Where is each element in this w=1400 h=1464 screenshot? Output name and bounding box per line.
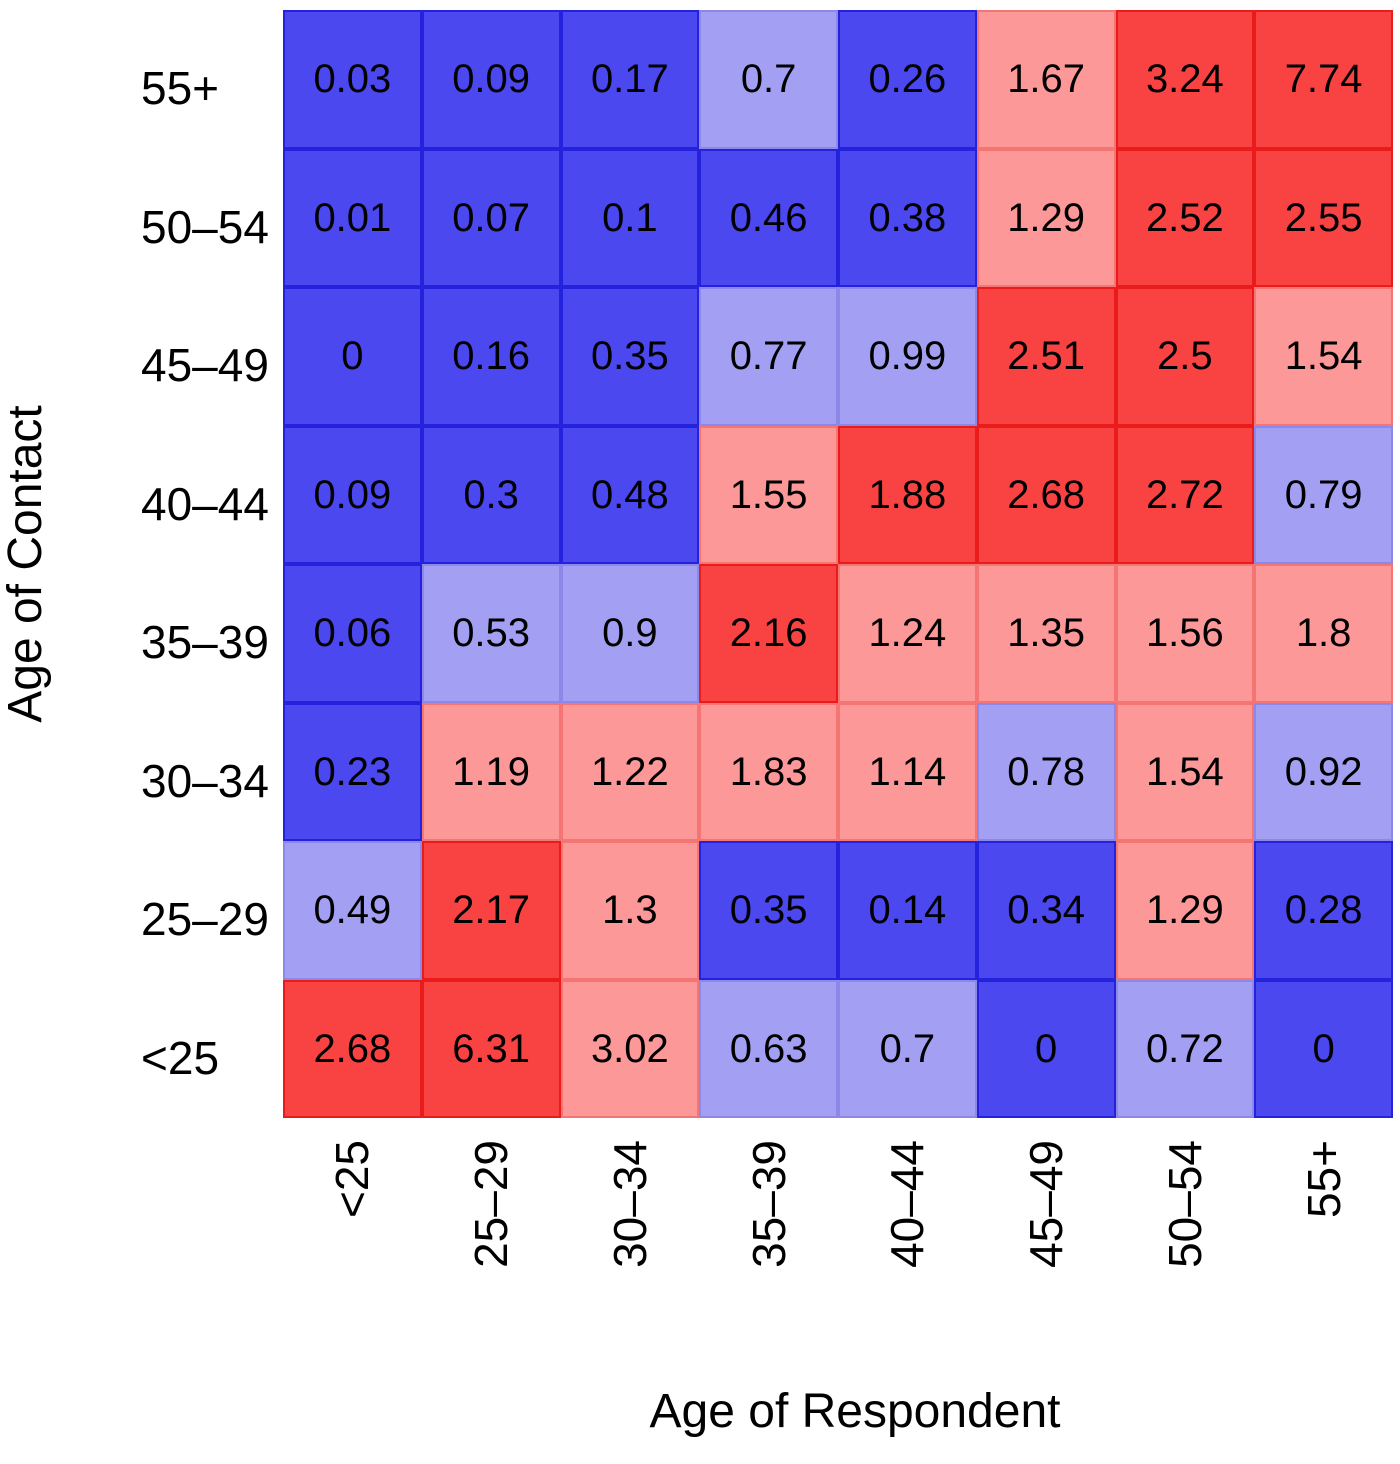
heatmap-cell: 0.09 <box>283 425 422 564</box>
heatmap-cell: 0.17 <box>560 10 700 149</box>
heatmap-cell: 0.14 <box>838 841 977 980</box>
heatmap-cell: 1.29 <box>976 148 1116 287</box>
heatmap-cell: 0.09 <box>421 10 561 149</box>
y-tick-label: 55+ <box>141 62 220 115</box>
heatmap-cell: 0.9 <box>560 564 700 703</box>
heatmap-cell: 2.55 <box>1254 148 1393 287</box>
y-tick-label: 45–49 <box>141 339 269 392</box>
heatmap-cell: 0.35 <box>560 287 700 426</box>
heatmap-cell: 1.29 <box>1115 841 1255 980</box>
x-tick-label: 50–54 <box>1158 1140 1211 1268</box>
heatmap-cell: 0.06 <box>283 564 422 703</box>
x-tick-label: 55+ <box>1297 1140 1350 1219</box>
heatmap-cell: 0.28 <box>1254 841 1393 980</box>
heatmap-cell: 0.78 <box>976 702 1116 841</box>
heatmap-cell: 2.52 <box>1115 148 1255 287</box>
x-tick-label: <25 <box>326 1140 379 1219</box>
heatmap-cell: 3.24 <box>1115 10 1255 149</box>
y-axis-title: Age of Contact <box>0 405 52 723</box>
heatmap-cell: 0.16 <box>421 287 561 426</box>
y-tick-label: 30–34 <box>141 754 269 807</box>
heatmap-cell: 0.7 <box>838 979 977 1118</box>
heatmap-cell: 1.24 <box>838 564 977 703</box>
x-tick-label: 45–49 <box>1020 1140 1073 1268</box>
heatmap-cell: 1.22 <box>560 702 700 841</box>
heatmap-cell: 2.16 <box>699 564 838 703</box>
heatmap-cell: 0.01 <box>283 148 422 287</box>
heatmap-cell: 1.8 <box>1254 564 1393 703</box>
heatmap-cell: 0.1 <box>560 148 700 287</box>
heatmap-cell: 1.88 <box>838 425 977 564</box>
heatmap-cell: 1.19 <box>421 702 561 841</box>
heatmap-cell: 0.38 <box>838 148 977 287</box>
heatmap-cell: 2.72 <box>1115 425 1255 564</box>
heatmap-cell: 2.68 <box>976 425 1116 564</box>
heatmap-cell: 0.99 <box>838 287 977 426</box>
y-tick-label: 25–29 <box>141 893 269 946</box>
heatmap-cell: 0.72 <box>1115 979 1255 1118</box>
heatmap-cell: 1.14 <box>838 702 977 841</box>
heatmap-cell: 0.63 <box>699 979 838 1118</box>
x-tick-label: 35–39 <box>742 1140 795 1268</box>
heatmap-cell: 2.68 <box>283 979 422 1118</box>
heatmap-cell: 0.79 <box>1254 425 1393 564</box>
heatmap-cell: 0.03 <box>283 10 422 149</box>
heatmap-cell: 2.17 <box>421 841 561 980</box>
heatmap-cell: 0.48 <box>560 425 700 564</box>
heatmap-cell: 0.34 <box>976 841 1116 980</box>
heatmap-cell: 0.35 <box>699 841 838 980</box>
heatmap-cell: 1.54 <box>1115 702 1255 841</box>
heatmap-cell: 1.54 <box>1254 287 1393 426</box>
heatmap-cell: 6.31 <box>421 979 561 1118</box>
heatmap-cell: 1.83 <box>699 702 838 841</box>
heatmap-cell: 1.67 <box>976 10 1116 149</box>
heatmap-cell: 1.56 <box>1115 564 1255 703</box>
heatmap-cell: 1.35 <box>976 564 1116 703</box>
x-tick-label: 30–34 <box>603 1140 656 1268</box>
heatmap-cell: 2.51 <box>976 287 1116 426</box>
heatmap-cell: 1.3 <box>560 841 700 980</box>
heatmap-cell: 0.49 <box>283 841 422 980</box>
heatmap-cell: 0 <box>976 979 1116 1118</box>
heatmap-cell: 0.23 <box>283 702 422 841</box>
y-tick-label: 40–44 <box>141 477 269 530</box>
x-tick-label: 25–29 <box>465 1140 518 1268</box>
y-tick-label: 35–39 <box>141 616 269 669</box>
heatmap-cell: 0.77 <box>699 287 838 426</box>
heatmap-cell: 0.53 <box>421 564 561 703</box>
heatmap-cell: 1.55 <box>699 425 838 564</box>
heatmap-cell: 0.46 <box>699 148 838 287</box>
heatmap-grid: 0.03 0.09 0.17 0.7 0.26 1.67 3.24 7.74 0.01 0.07 0… <box>283 10 1393 1118</box>
x-tick-label: 40–44 <box>881 1140 934 1268</box>
heatmap-cell: 7.74 <box>1254 10 1393 149</box>
heatmap-cell: 0.07 <box>421 148 561 287</box>
heatmap-cell: 0.92 <box>1254 702 1393 841</box>
y-tick-labels: 55+ 50–54 45–49 40–44 35–39 30–34 25–29 <25 <box>141 10 281 1118</box>
heatmap-cell: 0.3 <box>421 425 561 564</box>
x-axis-title: Age of Respondent <box>649 1385 1061 1438</box>
heatmap-cell: 0.26 <box>838 10 977 149</box>
y-tick-label: 50–54 <box>141 200 269 253</box>
heatmap-cell: 3.02 <box>560 979 700 1118</box>
heatmap-cell: 0.7 <box>699 10 838 149</box>
heatmap-cell: 2.5 <box>1115 287 1255 426</box>
heatmap-cell: 0 <box>1254 979 1393 1118</box>
heatmap-cell: 0 <box>283 287 422 426</box>
y-tick-label: <25 <box>141 1031 220 1084</box>
